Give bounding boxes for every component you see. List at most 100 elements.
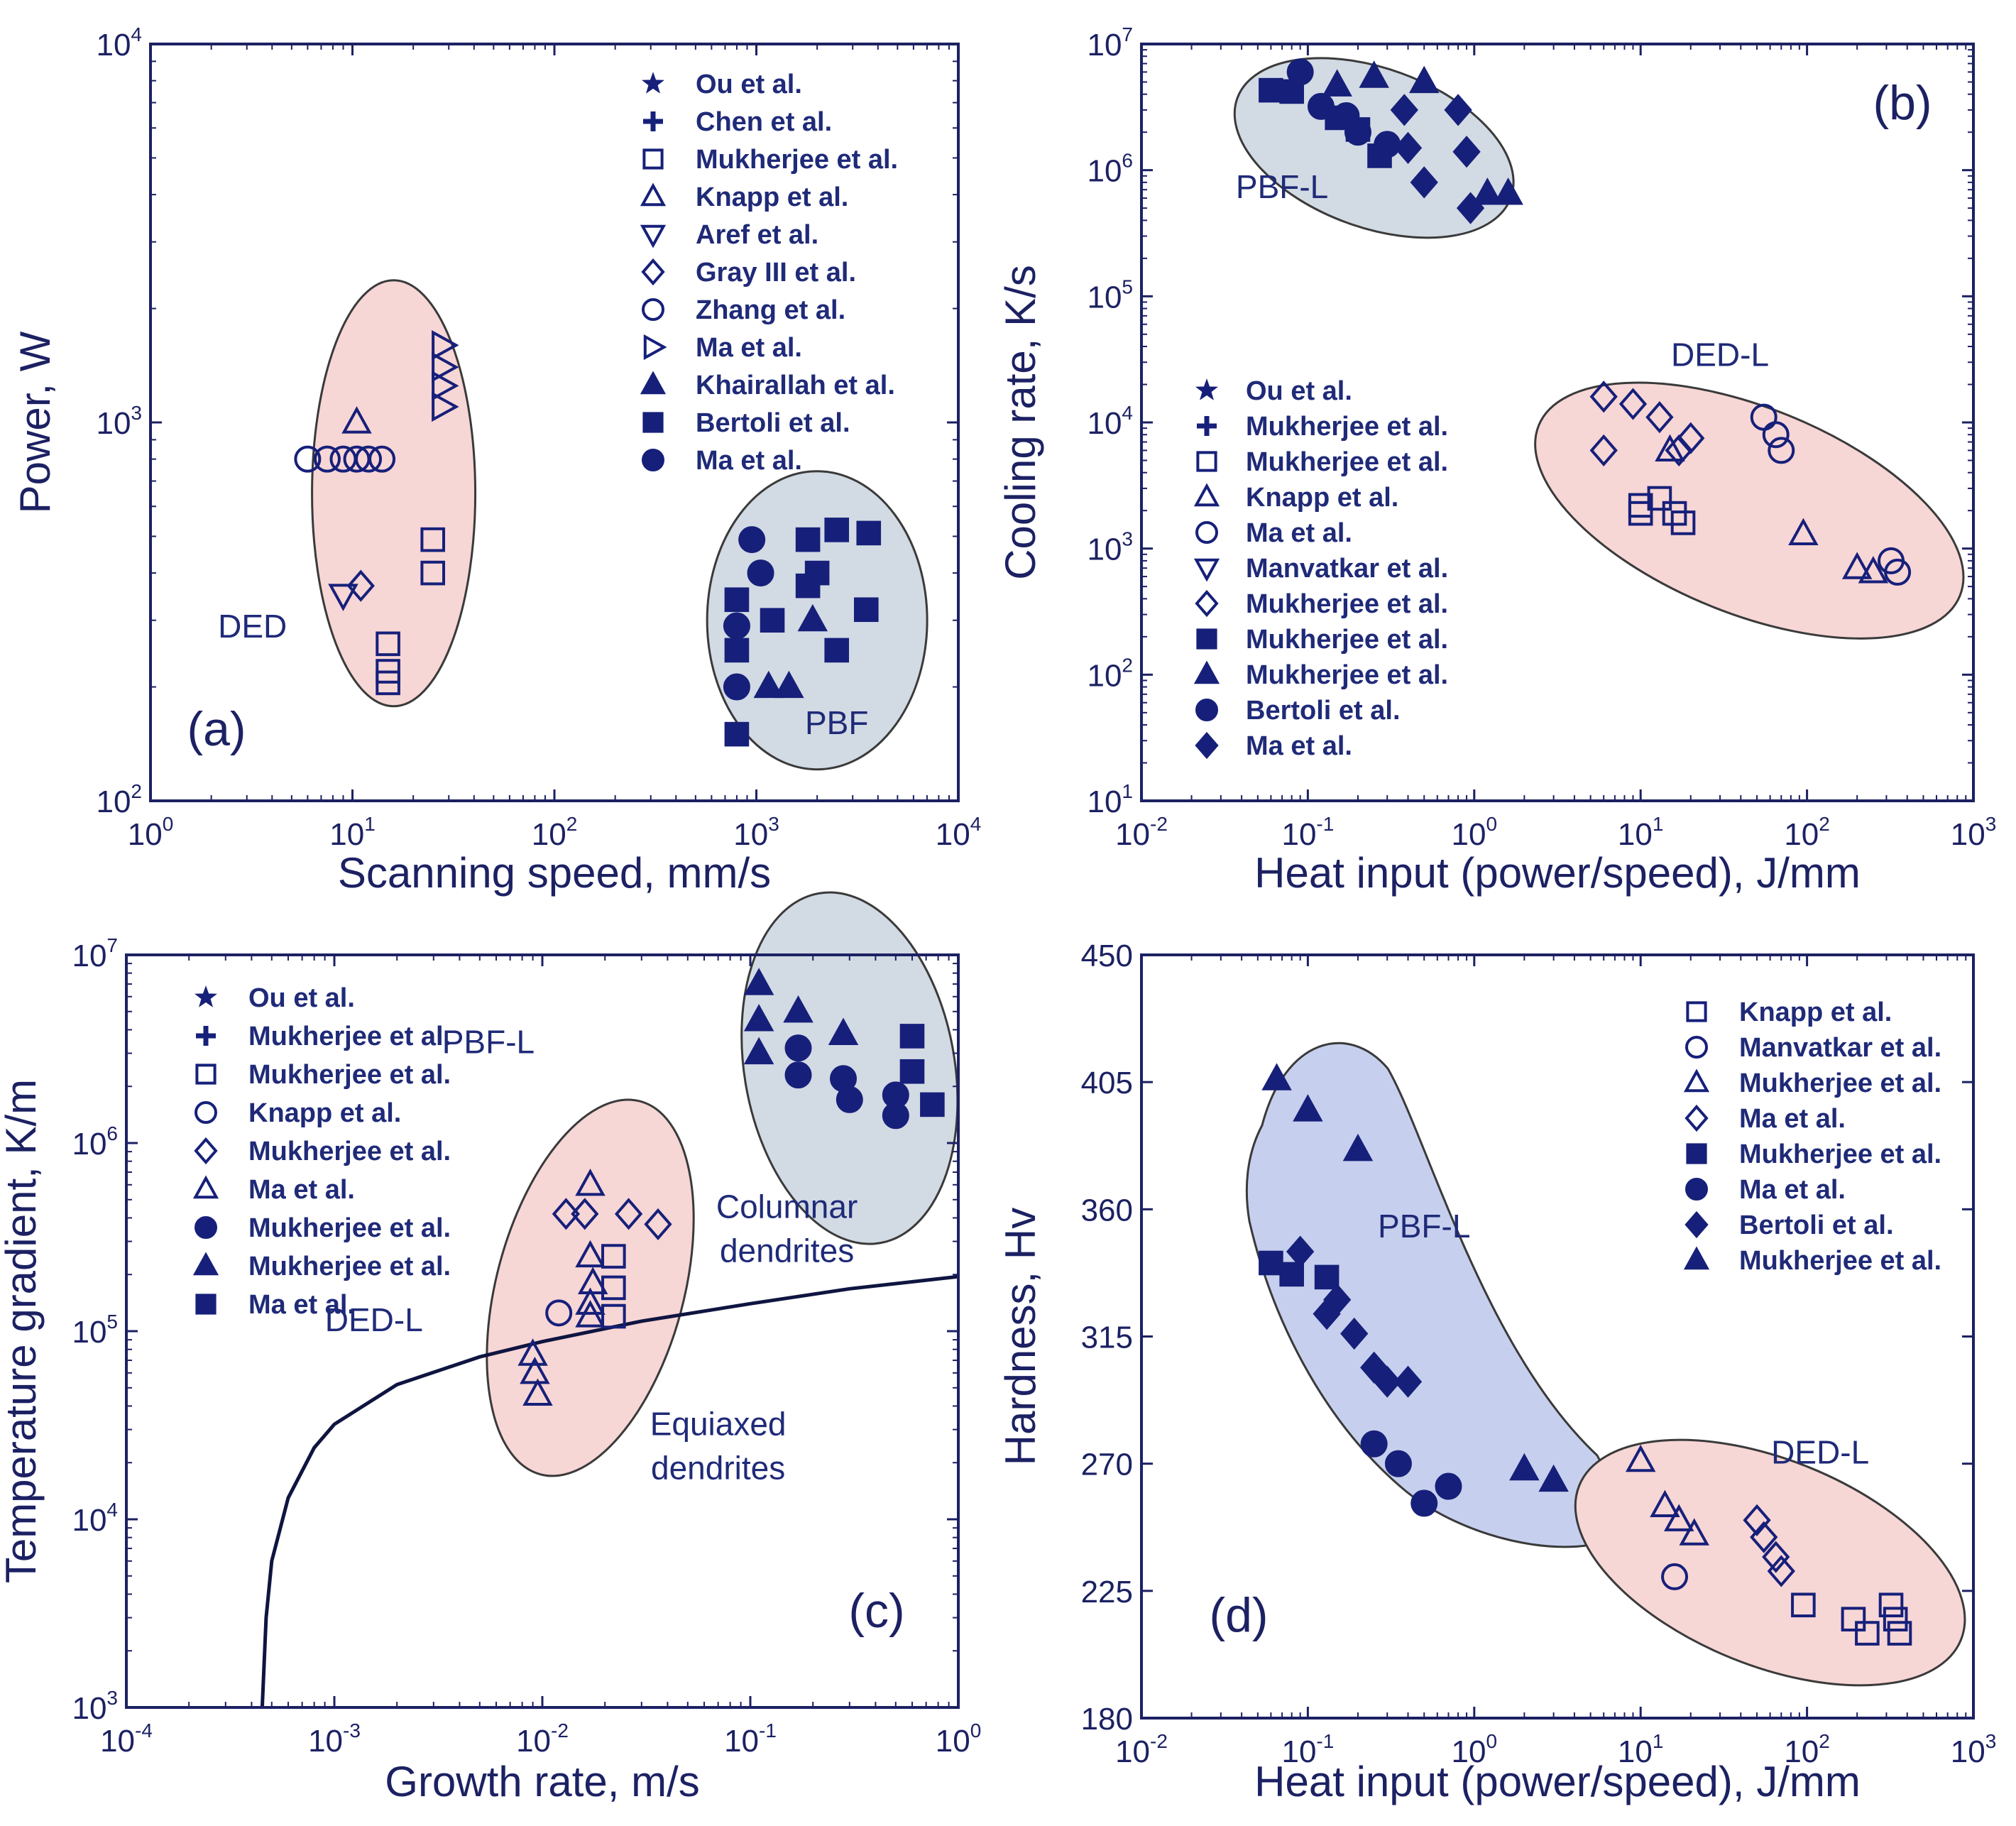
legend-marker-triangle-up-open [640,182,667,207]
data-point-square-open [601,1244,626,1269]
data-point-square-filled [724,587,750,613]
x-tick-label: 100 [128,813,174,852]
data-point-diamond-filled [1444,94,1472,126]
y-tick-label: 180 [1081,1702,1133,1737]
legend-entry-label: Ma et al. [1739,1104,1846,1134]
legend-marker-square-open [1686,1001,1707,1022]
legend-entry-label: Mukherjee et al. [1246,589,1448,619]
x-tick-label: 102 [1784,813,1830,852]
legend-marker-circle-filled [1195,699,1218,721]
legend-marker-circle-filled [195,1216,217,1239]
legend-marker-diamond-open [1684,1104,1709,1132]
y-tick-label: 360 [1081,1193,1133,1228]
legend-marker-triangle-up-open [192,1175,219,1199]
legend-entry-label: Mukherjee et al. [696,145,898,175]
data-point-square-filled [899,1024,925,1049]
legend-marker-star [194,985,218,1007]
legend: Ou et al. Mukherjee et al. Mukherjee et al… [192,983,451,1320]
legend-entry-label: Mukherjee et al. [248,1252,451,1281]
region-label-pbf-l: PBF-L [442,1024,535,1061]
legend-marker-triangle-right-open [643,334,667,361]
data-point-triangle-up-filled [743,1004,774,1032]
legend-marker-triangle-down-open [1193,558,1220,582]
legend-entry-label: Ma et al. [1739,1175,1846,1205]
x-tick-label: 103 [1951,1730,1997,1769]
legend-marker-diamond-open [641,258,665,286]
legend-entry-label: Mukherjee et al. [248,1060,451,1090]
y-tick-label: 103 [96,402,142,441]
data-point-diamond-open [1618,388,1648,420]
data-point-circle-filled [836,1086,863,1113]
data-point-diamond-open [644,1208,672,1241]
y-tick-label: 102 [1087,654,1133,693]
region-ded-outline [311,279,477,708]
y-tick-label: 105 [72,1311,118,1350]
data-point-square-open [1670,510,1696,535]
data-point-triangle-right-open [432,391,459,422]
data-point-circle-open [1884,558,1912,586]
legend-entry-label: Bertoli et al. [1246,696,1401,726]
data-point-triangle-up-filled [797,603,828,632]
y-tick-label: 103 [72,1687,118,1726]
legend-entry-label: Mukherjee et al. [1246,412,1448,442]
data-point-square-filled [724,721,750,747]
x-tick-label: 10-1 [1281,1730,1334,1769]
y-tick-label: 101 [1087,780,1133,819]
legend-entry-label: Bertoli et al. [1739,1210,1894,1240]
data-point-triangle-up-open [520,1356,550,1384]
legend-marker-plus [196,1026,216,1046]
data-point-circle-open [1762,421,1790,449]
legend-entry-label: Knapp et al. [248,1098,401,1128]
data-point-square-filled [920,1092,945,1117]
legend-marker-square-open [1196,451,1217,472]
data-point-diamond-filled [1393,1365,1423,1398]
data-point-triangle-up-filled [774,670,804,699]
data-point-diamond-open [552,1198,581,1230]
data-point-circle-filled [1410,1489,1438,1517]
data-point-square-open [376,631,400,657]
data-point-circle-filled [747,559,774,587]
data-point-triangle-up-filled [1293,1094,1323,1122]
x-tick-label: 103 [1951,813,1997,852]
data-point-circle-filled [1374,131,1401,158]
data-point-triangle-up-open [341,406,372,434]
data-point-triangle-up-open [1679,1518,1709,1546]
data-point-square-open [1662,501,1687,526]
data-point-circle-open [313,445,341,473]
data-point-diamond-filled [1340,1317,1369,1350]
data-point-diamond-filled [1373,1365,1401,1398]
y-tick-label: 450 [1081,939,1133,973]
legend-marker-diamond-filled [1195,731,1219,760]
legend-entry-label: Ma et al. [696,333,802,363]
legend-marker-circle-open [195,1101,217,1124]
legend: Knapp et al. Manvatkar et al. Mukherjee et… [1683,997,1941,1276]
data-point-square-open [601,1303,626,1329]
x-tick-label: 10-2 [1115,813,1168,852]
x-tick-label: 10-2 [516,1720,569,1759]
legend-marker-triangle-up-filled [640,371,667,395]
region-label-ded-l: DED-L [1671,337,1769,373]
data-point-square-filled [853,597,879,623]
legend-marker-diamond-open [1195,589,1219,618]
data-point-diamond-filled [1390,94,1418,126]
data-point-diamond-open [1743,1504,1771,1536]
x-tick-label: 10-1 [724,1720,777,1759]
legend-marker-circle-filled [1685,1178,1708,1201]
data-point-triangle-up-open [575,1168,606,1196]
x-tick-label: 100 [1452,813,1498,852]
legend-entry-label: Manvatkar et al. [1246,554,1448,584]
data-point-square-open [420,560,446,586]
y-tick-label: 106 [1087,150,1133,189]
data-point-diamond-filled [1410,166,1438,199]
data-point-circle-open [1768,437,1795,464]
data-point-square-open [1855,1621,1880,1646]
x-axis-label: Growth rate, m/s [385,1758,699,1805]
legend-marker-square-open [195,1064,217,1085]
x-tick-label: 100 [1452,1730,1498,1769]
region-label-pbf-l: PBF-L [1236,168,1328,205]
data-point-diamond-filled [1452,136,1481,168]
legend-entry-label: Mukherjee et al. [1739,1068,1941,1098]
region-ded-l-outline [1534,381,1965,640]
data-point-circle-filled [1286,58,1314,86]
legend-marker-triangle-down-open [640,224,667,248]
